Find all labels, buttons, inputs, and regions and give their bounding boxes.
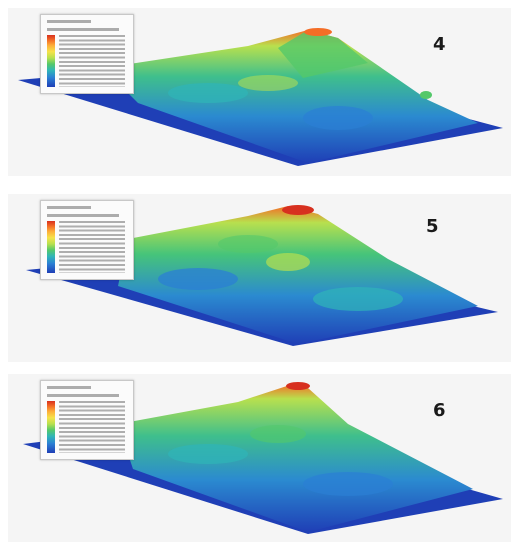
contour-panel-6: 6: [8, 374, 511, 542]
panel-number: 6: [433, 400, 446, 421]
mound-contour-plot: [18, 28, 503, 166]
legend-color-bar: [47, 401, 55, 453]
mound-contour-plot: [26, 205, 498, 346]
panel-number: 4: [433, 34, 446, 55]
contour-panel-4: 4: [8, 8, 511, 176]
legend-color-bar: [47, 221, 55, 273]
panel-number: 5: [426, 216, 439, 237]
color-legend: [40, 380, 134, 460]
contour-panel-5: 5: [8, 194, 511, 362]
color-legend: [40, 14, 134, 94]
mound-contour-plot: [23, 382, 503, 534]
legend-color-bar: [47, 35, 55, 87]
color-legend: [40, 200, 134, 280]
